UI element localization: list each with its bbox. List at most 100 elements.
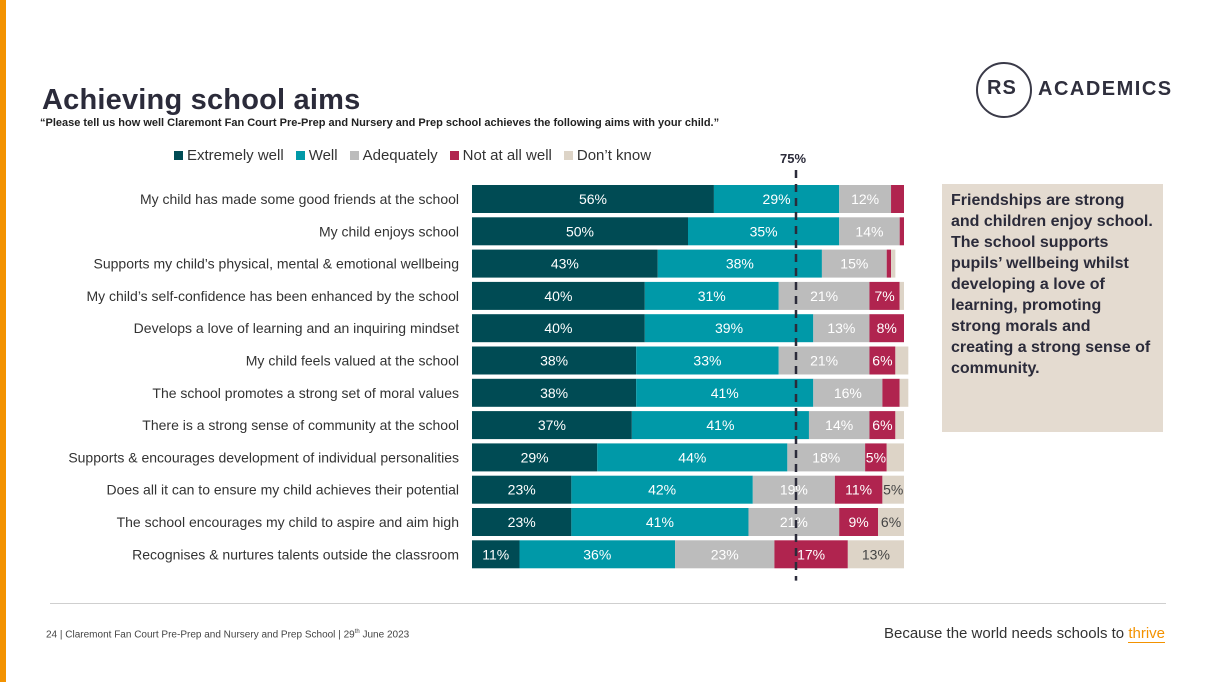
bar-segment bbox=[869, 314, 904, 343]
bar-segment bbox=[472, 217, 688, 246]
data-label: 36% bbox=[583, 546, 611, 562]
bar-segment bbox=[813, 378, 883, 407]
bar-segment bbox=[472, 185, 714, 213]
bar-segment bbox=[899, 281, 904, 310]
data-label: 38% bbox=[540, 385, 568, 401]
orange-accent-bar bbox=[0, 0, 6, 682]
bar-segment bbox=[787, 443, 866, 472]
data-label: 6% bbox=[872, 417, 892, 433]
data-label: 14% bbox=[855, 223, 883, 239]
legend-label: Don’t know bbox=[576, 147, 652, 164]
data-label: 5% bbox=[866, 449, 886, 465]
data-label: 23% bbox=[711, 546, 739, 562]
category-label: Supports my child’s physical, mental & e… bbox=[94, 256, 459, 272]
bar-segment bbox=[519, 540, 676, 569]
category-label: My child feels valued at the school bbox=[246, 353, 459, 369]
bar-segment bbox=[748, 508, 840, 536]
data-label: 6% bbox=[872, 353, 892, 369]
bar-segment bbox=[882, 378, 900, 407]
data-label: 43% bbox=[551, 256, 579, 272]
data-label: 23% bbox=[508, 482, 536, 498]
bar-segment bbox=[869, 346, 896, 375]
bar-segment bbox=[644, 314, 814, 343]
legend-item-dont-know: Don’t know bbox=[563, 147, 652, 164]
tagline-highlight: thrive bbox=[1128, 625, 1165, 643]
data-label: 13% bbox=[827, 320, 855, 336]
legend-label: Extremely well bbox=[187, 147, 284, 164]
category-label: My child enjoys school bbox=[319, 223, 459, 239]
bar-segment bbox=[869, 281, 900, 310]
bar-segment bbox=[813, 314, 870, 343]
bar-segment bbox=[472, 346, 637, 375]
bar-segment bbox=[713, 185, 840, 213]
bar-segment bbox=[882, 475, 904, 504]
bar-segment bbox=[847, 540, 904, 569]
category-label: There is a strong sense of community at … bbox=[142, 417, 459, 433]
data-label: 41% bbox=[711, 385, 739, 401]
footer-divider bbox=[50, 603, 1166, 604]
data-label: 38% bbox=[540, 353, 568, 369]
data-label: 40% bbox=[544, 288, 572, 304]
bar-segment bbox=[869, 411, 896, 440]
bar-segment bbox=[688, 217, 840, 246]
bar-segment bbox=[839, 217, 900, 246]
category-label: Supports & encourages development of ind… bbox=[68, 449, 459, 465]
category-label: My child’s self-confidence has been enha… bbox=[86, 288, 459, 304]
bar-segment bbox=[472, 540, 520, 569]
logo-academics-text: ACADEMICS bbox=[1038, 78, 1173, 100]
data-label: 50% bbox=[566, 223, 594, 239]
bar-segment bbox=[899, 217, 904, 246]
bar-segment bbox=[865, 443, 887, 472]
rs-academics-logo: RS ACADEMICS bbox=[976, 62, 1176, 118]
bar-segment bbox=[821, 249, 887, 278]
legend-item-extremely-well: Extremely well bbox=[174, 147, 284, 164]
legend-label: Well bbox=[308, 147, 338, 164]
data-label: 8% bbox=[877, 320, 897, 336]
bar-segment bbox=[472, 249, 658, 278]
legend-swatch bbox=[449, 151, 459, 160]
bar-segment bbox=[878, 508, 904, 536]
bar-segment bbox=[631, 411, 809, 440]
data-label: 14% bbox=[825, 417, 853, 433]
bar-segment bbox=[899, 378, 909, 407]
data-label: 29% bbox=[521, 449, 549, 465]
legend-swatch bbox=[295, 151, 305, 160]
data-label: 11% bbox=[845, 482, 872, 498]
logo-circle-icon bbox=[976, 62, 1032, 118]
bar-segment bbox=[752, 475, 835, 504]
data-label: 18% bbox=[812, 449, 840, 465]
data-label: 39% bbox=[715, 320, 743, 336]
legend-item-adequately: Adequately bbox=[349, 147, 438, 164]
bar-segment bbox=[839, 508, 879, 536]
tagline-text: Because the world needs schools to bbox=[883, 625, 1125, 642]
legend-swatch bbox=[349, 151, 359, 160]
category-label: My child has made some good friends at t… bbox=[140, 191, 459, 207]
footer-date-rest: June 2023 bbox=[362, 629, 410, 641]
bar-segment bbox=[895, 346, 909, 375]
bar-segment bbox=[472, 508, 572, 536]
bar-segment bbox=[891, 185, 904, 213]
bar-segment bbox=[774, 540, 848, 569]
bar-segment bbox=[778, 346, 870, 375]
legend-swatch bbox=[563, 151, 573, 160]
page-number: 24 bbox=[46, 629, 58, 641]
footer-tagline: Because the world needs schools to thriv… bbox=[883, 625, 1165, 643]
data-label: 23% bbox=[508, 514, 536, 530]
data-label: 41% bbox=[646, 514, 674, 530]
legend-item-not-at-all-well: Not at all well bbox=[449, 147, 552, 164]
data-label: 44% bbox=[678, 449, 706, 465]
data-label: 35% bbox=[750, 223, 778, 239]
bar-segment bbox=[834, 475, 883, 504]
bar-segment bbox=[657, 249, 822, 278]
bar-segment bbox=[886, 443, 904, 472]
bar-segment bbox=[675, 540, 775, 569]
bar-segment bbox=[597, 443, 788, 472]
data-label: 38% bbox=[726, 256, 754, 272]
survey-question: “Please tell us how well Claremont Fan C… bbox=[40, 117, 720, 129]
legend-label: Not at all well bbox=[462, 147, 552, 164]
data-label: 40% bbox=[544, 320, 572, 336]
data-label: 12% bbox=[851, 191, 879, 207]
bar-segment bbox=[839, 185, 892, 213]
bar-segment bbox=[472, 378, 637, 407]
